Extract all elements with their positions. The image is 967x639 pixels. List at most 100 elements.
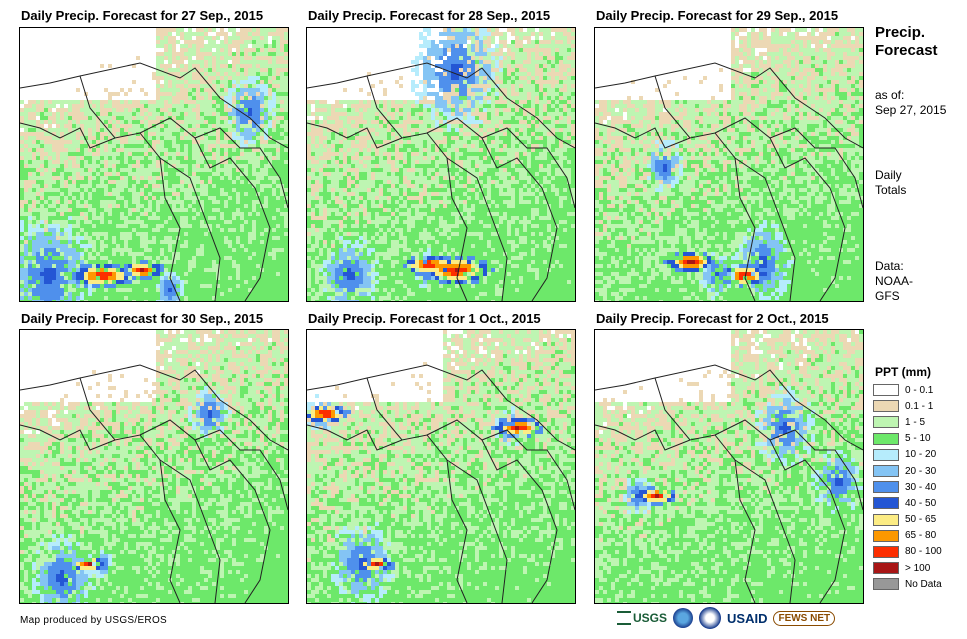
- country-boundary: [20, 424, 116, 451]
- sidebar-title-line2: Forecast: [875, 42, 938, 60]
- legend-swatch: [873, 529, 899, 542]
- legend-label: No Data: [905, 579, 942, 590]
- legend-label: 80 - 100: [905, 546, 942, 557]
- legend-item: 0 - 0.1: [873, 382, 942, 398]
- legend-item: 50 - 65: [873, 512, 942, 528]
- usgs-wave-icon: [617, 611, 631, 625]
- sidebar-title: Precip. Forecast: [875, 24, 938, 60]
- panel-title-6: Daily Precip. Forecast for 2 Oct., 2015: [596, 311, 829, 327]
- map-credit: Map produced by USGS/EROS: [20, 615, 167, 626]
- legend-item: 10 - 20: [873, 447, 942, 463]
- legend-title: PPT (mm): [875, 365, 931, 379]
- legend-swatch: [873, 481, 899, 494]
- legend-item: 80 - 100: [873, 544, 942, 560]
- legend-label: 40 - 50: [905, 498, 936, 509]
- legend-label: 65 - 80: [905, 530, 936, 541]
- country-boundary: [654, 364, 863, 451]
- legend-label: 50 - 65: [905, 514, 936, 525]
- country-boundary: [714, 117, 846, 301]
- legend-item: > 100: [873, 560, 942, 576]
- country-boundary: [79, 62, 288, 149]
- legend-swatch: [873, 416, 899, 429]
- asof-label: as of:: [875, 88, 946, 103]
- data-line3: GFS: [875, 289, 913, 304]
- country-boundary: [307, 424, 403, 451]
- legend-item: 0.1 - 1: [873, 398, 942, 414]
- asof-date: Sep 27, 2015: [875, 103, 946, 118]
- country-boundary: [595, 424, 691, 451]
- forecast-map-6: [594, 329, 864, 604]
- asof-block: as of: Sep 27, 2015: [875, 88, 946, 118]
- country-boundary: [366, 364, 575, 451]
- data-line1: Data:: [875, 259, 913, 274]
- country-boundary: [481, 127, 575, 209]
- legend-label: 1 - 5: [905, 417, 925, 428]
- legend-item: 5 - 10: [873, 431, 942, 447]
- country-boundary: [139, 419, 271, 603]
- country-boundary: [194, 429, 288, 511]
- forecast-map-4: [19, 329, 289, 604]
- legend-item: 65 - 80: [873, 528, 942, 544]
- totals-line2: Totals: [875, 183, 906, 198]
- usaid-seal-icon: [699, 607, 722, 629]
- legend-label: 20 - 30: [905, 466, 936, 477]
- country-boundary: [159, 459, 221, 603]
- country-boundary: [426, 117, 558, 301]
- country-boundary: [139, 117, 271, 301]
- usgs-logo-text: USGS: [633, 611, 667, 625]
- legend-swatch: [873, 465, 899, 478]
- sidebar-title-line1: Precip.: [875, 24, 938, 42]
- country-boundary: [446, 157, 508, 301]
- legend-label: 5 - 10: [905, 433, 931, 444]
- legend-item: 30 - 40: [873, 479, 942, 495]
- legend-swatch: [873, 545, 899, 558]
- legend-label: 10 - 20: [905, 449, 936, 460]
- panel-title-1: Daily Precip. Forecast for 27 Sep., 2015: [21, 8, 263, 24]
- legend-swatch: [873, 497, 899, 510]
- forecast-map-3: [594, 27, 864, 302]
- totals-block: Daily Totals: [875, 168, 906, 198]
- country-boundary: [79, 364, 288, 451]
- legend-label: 0 - 0.1: [905, 385, 933, 396]
- usgs-logo: USGS: [617, 611, 667, 625]
- panel-title-2: Daily Precip. Forecast for 28 Sep., 2015: [308, 8, 550, 24]
- legend-item: 40 - 50: [873, 495, 942, 511]
- panel-title-4: Daily Precip. Forecast for 30 Sep., 2015: [21, 311, 263, 327]
- legend-item: No Data: [873, 576, 942, 592]
- country-boundary: [307, 122, 403, 149]
- legend-swatch: [873, 400, 899, 413]
- fewsnet-logo: FEWS NET: [773, 610, 836, 626]
- legend-label: 0.1 - 1: [905, 401, 933, 412]
- legend-item: 1 - 5: [873, 414, 942, 430]
- legend-swatch: [873, 448, 899, 461]
- legend-swatch: [873, 562, 899, 575]
- legend-swatch: [873, 513, 899, 526]
- legend-item: 20 - 30: [873, 463, 942, 479]
- country-boundary: [654, 62, 863, 149]
- country-boundary: [734, 157, 796, 301]
- country-boundary: [734, 459, 796, 603]
- usaid-logo: USAID: [727, 611, 767, 626]
- legend-swatch: [873, 578, 899, 591]
- forecast-map-5: [306, 329, 576, 604]
- country-boundary: [446, 459, 508, 603]
- legend: 0 - 0.1 0.1 - 1 1 - 5 5 - 10 10 - 20 20 - 30 3…: [873, 382, 942, 592]
- panel-title-5: Daily Precip. Forecast for 1 Oct., 2015: [308, 311, 541, 327]
- data-line2: NOAA-: [875, 274, 913, 289]
- panel-title-3: Daily Precip. Forecast for 29 Sep., 2015: [596, 8, 838, 24]
- totals-line1: Daily: [875, 168, 906, 183]
- country-boundary: [159, 157, 221, 301]
- legend-label: > 100: [905, 563, 930, 574]
- legend-swatch: [873, 432, 899, 445]
- country-boundary: [481, 429, 575, 511]
- forecast-map-1: [19, 27, 289, 302]
- forecast-map-2: [306, 27, 576, 302]
- data-source-block: Data: NOAA- GFS: [875, 259, 913, 304]
- legend-swatch: [873, 384, 899, 397]
- country-boundary: [769, 127, 863, 209]
- logo-strip: USGS USAID FEWS NET: [617, 607, 836, 629]
- country-boundary: [595, 122, 691, 149]
- country-boundary: [769, 429, 863, 511]
- country-boundary: [714, 419, 846, 603]
- country-boundary: [20, 122, 116, 149]
